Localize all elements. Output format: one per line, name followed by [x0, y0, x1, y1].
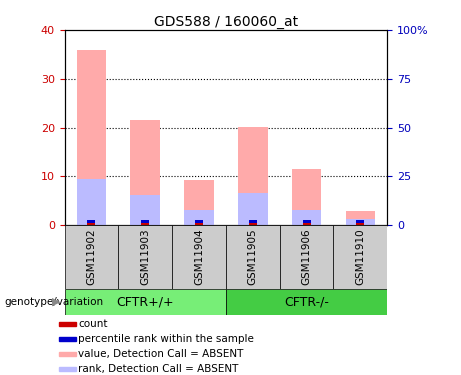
Bar — [141, 223, 149, 225]
Bar — [249, 220, 257, 223]
Bar — [249, 223, 257, 225]
Bar — [172, 225, 226, 289]
Text: genotype/variation: genotype/variation — [5, 297, 104, 307]
Text: CFTR+/+: CFTR+/+ — [116, 296, 174, 308]
Text: GSM11905: GSM11905 — [248, 228, 258, 285]
Bar — [195, 223, 203, 225]
Text: ▶: ▶ — [52, 297, 60, 307]
Bar — [226, 289, 387, 315]
Bar — [59, 352, 76, 356]
Bar — [302, 223, 311, 225]
Bar — [88, 220, 95, 223]
Bar — [65, 289, 226, 315]
Bar — [77, 179, 106, 225]
Bar — [302, 220, 311, 223]
Bar — [356, 220, 364, 223]
Bar — [238, 126, 267, 225]
Bar — [346, 219, 375, 225]
Bar — [292, 210, 321, 225]
Text: GSM11910: GSM11910 — [355, 228, 366, 285]
Text: count: count — [78, 319, 108, 329]
Text: GSM11902: GSM11902 — [86, 228, 96, 285]
Bar — [59, 322, 76, 326]
Text: percentile rank within the sample: percentile rank within the sample — [78, 334, 254, 344]
Bar — [77, 50, 106, 225]
Bar — [226, 225, 280, 289]
Bar — [292, 169, 321, 225]
Text: value, Detection Call = ABSENT: value, Detection Call = ABSENT — [78, 349, 244, 359]
Bar — [333, 225, 387, 289]
Bar — [280, 225, 333, 289]
Text: GSM11906: GSM11906 — [301, 228, 312, 285]
Bar — [184, 210, 214, 225]
Bar — [238, 194, 267, 225]
Text: rank, Detection Call = ABSENT: rank, Detection Call = ABSENT — [78, 364, 239, 374]
Bar — [130, 195, 160, 225]
Text: GSM11903: GSM11903 — [140, 228, 150, 285]
Text: CFTR-/-: CFTR-/- — [284, 296, 329, 308]
Bar — [346, 211, 375, 225]
Title: GDS588 / 160060_at: GDS588 / 160060_at — [154, 15, 298, 29]
Bar — [130, 120, 160, 225]
Bar — [141, 220, 149, 223]
Bar — [195, 220, 203, 223]
Bar — [184, 180, 214, 225]
Bar — [88, 223, 95, 225]
Bar — [59, 337, 76, 341]
Bar — [356, 223, 364, 225]
Bar — [65, 225, 118, 289]
Bar — [59, 367, 76, 371]
Bar — [118, 225, 172, 289]
Text: GSM11904: GSM11904 — [194, 228, 204, 285]
